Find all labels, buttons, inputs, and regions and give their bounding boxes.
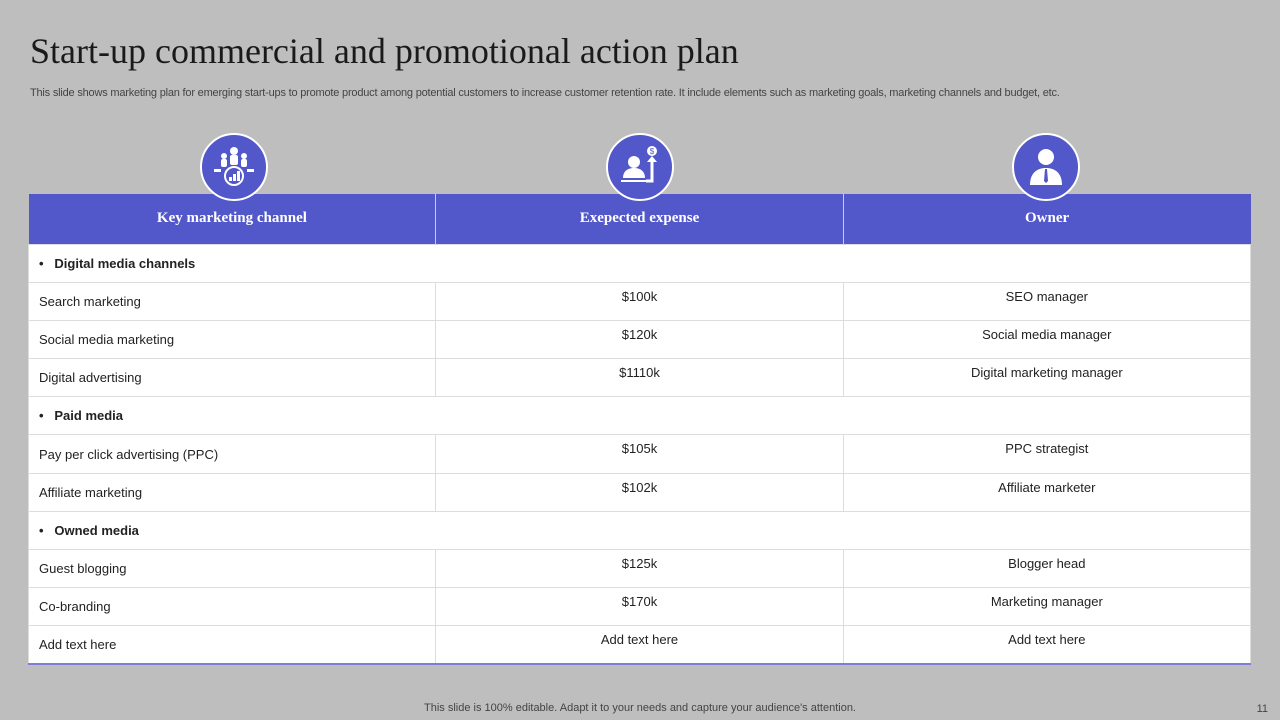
owner-cell: Affiliate marketer (842, 472, 1252, 512)
expense-cell: Add text here (435, 625, 844, 665)
expense-cell: $100k (435, 281, 844, 321)
expense-cell: $1110k (435, 358, 844, 398)
channel-cell: Digital advertising (27, 358, 437, 398)
section-row: • Paid media (28, 396, 1251, 436)
table-row: Search marketing $100k SEO manager (27, 281, 1252, 321)
header-expense: Exepected expense (435, 194, 844, 244)
owner-cell: SEO manager (842, 281, 1252, 321)
section-label: • Digital media channels (28, 243, 1251, 283)
businessman-icon (1012, 133, 1080, 201)
team-growth-icon (200, 133, 268, 201)
page-title: Start-up commercial and promotional acti… (30, 31, 739, 71)
page-subtitle: This slide shows marketing plan for emer… (30, 87, 1060, 99)
owner-cell: Digital marketing manager (842, 358, 1252, 398)
expense-cell: $105k (435, 434, 844, 474)
owner-cell: Social media manager (842, 319, 1252, 360)
owner-cell: Add text here (842, 625, 1252, 665)
page-number: 11 (1256, 703, 1268, 715)
table-row: Social media marketing $120k Social medi… (27, 319, 1252, 360)
expense-cell: $102k (435, 472, 844, 512)
svg-text:$: $ (650, 147, 655, 156)
header-channel: Key marketing channel (28, 194, 437, 244)
table-row: Add text here Add text here Add text her… (27, 625, 1252, 665)
channel-cell: Search marketing (27, 281, 437, 321)
expense-cell: $170k (435, 587, 844, 627)
channel-cell: Add text here (27, 625, 437, 665)
section-label: • Paid media (28, 396, 1251, 436)
table-row: Co-branding $170k Marketing manager (27, 587, 1252, 627)
expense-cell: $125k (435, 548, 844, 589)
channel-cell: Co-branding (27, 587, 437, 627)
table-row: Guest blogging $125k Blogger head (27, 548, 1252, 589)
owner-cell: PPC strategist (842, 434, 1252, 474)
footer-note: This slide is 100% editable. Adapt it to… (424, 702, 856, 714)
section-row: • Owned media (28, 510, 1251, 551)
table-row: Pay per click advertising (PPC) $105k PP… (27, 434, 1252, 474)
channel-cell: Affiliate marketing (27, 472, 437, 512)
channel-cell: Pay per click advertising (PPC) (27, 434, 437, 474)
channel-cell: Guest blogging (27, 548, 437, 589)
action-plan-table: Key marketing channel Exepected expense … (27, 194, 1252, 666)
table-row: Affiliate marketing $102k Affiliate mark… (27, 472, 1252, 512)
header-owner: Owner (843, 194, 1251, 244)
section-label: • Owned media (28, 510, 1251, 551)
expense-cell: $120k (435, 319, 844, 360)
channel-cell: Social media marketing (27, 319, 437, 360)
owner-cell: Blogger head (842, 548, 1252, 589)
owner-cell: Marketing manager (842, 587, 1252, 627)
table-row: Digital advertising $1110k Digital marke… (27, 358, 1252, 398)
section-row: • Digital media channels (28, 243, 1251, 283)
person-money-growth-icon: $ (606, 133, 674, 201)
